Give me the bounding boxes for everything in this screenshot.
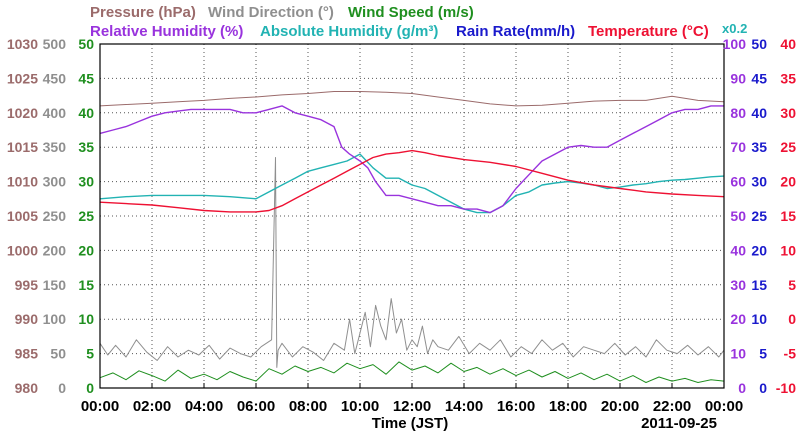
y-tick-label-wind-speed: 25 bbox=[78, 208, 94, 224]
x-axis-label: Time (JST) bbox=[372, 415, 448, 432]
series-wind-direction bbox=[99, 157, 725, 368]
y-tick-label-temperature: -10 bbox=[776, 380, 796, 396]
y-tick-label-humidity: 0 bbox=[738, 380, 746, 396]
y-tick-label-temperature: -5 bbox=[784, 346, 797, 362]
x-tick-label: 18:00 bbox=[549, 398, 587, 415]
y-tick-label-pressure: 1000 bbox=[7, 242, 38, 258]
legend-abs-humidity: Absolute Humidity (g/m³) bbox=[260, 23, 438, 40]
series-abs-humidity bbox=[99, 153, 725, 214]
y-tick-label-pressure: 980 bbox=[15, 380, 39, 396]
y-tick-label-humidity: 80 bbox=[730, 105, 746, 121]
y-tick-label-rain: 40 bbox=[751, 105, 767, 121]
x-tick-label: 00:00 bbox=[81, 398, 119, 415]
y-tick-label-rain: 25 bbox=[751, 208, 767, 224]
x-tick-label: 22:00 bbox=[653, 398, 691, 415]
axes-layer: 00:00 02:00 04:00 06:00 08:00 10:00 12:00 14:00… bbox=[7, 36, 796, 415]
y-tick-label-temperature: 35 bbox=[780, 70, 796, 86]
y-tick-label-rain: 15 bbox=[751, 277, 767, 293]
legend-wind-direction: Wind Direction (°) bbox=[208, 4, 334, 21]
y-tick-label-temperature: 5 bbox=[788, 277, 796, 293]
y-tick-label-rain: 30 bbox=[751, 174, 767, 190]
y-tick-label-rain: 10 bbox=[751, 311, 767, 327]
x-tick-label: 04:00 bbox=[185, 398, 223, 415]
y-tick-label-wind-direction: 100 bbox=[43, 311, 67, 327]
y-tick-label-pressure: 1025 bbox=[7, 70, 38, 86]
legend-pressure: Pressure (hPa) bbox=[90, 4, 196, 21]
y-tick-label-humidity: 30 bbox=[730, 277, 746, 293]
series-temperature bbox=[99, 149, 725, 213]
y-tick-label-wind-direction: 450 bbox=[43, 70, 67, 86]
y-tick-label-temperature: 25 bbox=[780, 139, 796, 155]
legend-humidity: Relative Humidity (%) bbox=[90, 23, 243, 40]
y-tick-label-rain: 0 bbox=[759, 380, 767, 396]
y-tick-label-wind-direction: 0 bbox=[58, 380, 66, 396]
y-tick-label-humidity: 70 bbox=[730, 139, 746, 155]
multiplier-note: x0.2 bbox=[722, 21, 747, 36]
y-tick-label-wind-direction: 350 bbox=[43, 139, 67, 155]
y-tick-label-wind-speed: 35 bbox=[78, 139, 94, 155]
y-tick-label-rain: 5 bbox=[759, 346, 767, 362]
y-tick-label-pressure: 1015 bbox=[7, 139, 38, 155]
plot-grid bbox=[100, 44, 724, 388]
x-tick-label: 02:00 bbox=[133, 398, 171, 415]
x-tick-label: 14:00 bbox=[445, 398, 483, 415]
y-tick-label-wind-direction: 500 bbox=[43, 36, 67, 52]
y-tick-label-temperature: 40 bbox=[780, 36, 796, 52]
legend: Pressure (hPa) Wind Direction (°) Wind S… bbox=[90, 4, 747, 40]
y-tick-label-temperature: 20 bbox=[780, 174, 796, 190]
y-tick-label-pressure: 1010 bbox=[7, 174, 38, 190]
y-tick-label-humidity: 60 bbox=[730, 174, 746, 190]
y-tick-label-temperature: 30 bbox=[780, 105, 796, 121]
x-tick-label: 10:00 bbox=[341, 398, 379, 415]
y-tick-label-pressure: 1005 bbox=[7, 208, 38, 224]
x-tick-label: 12:00 bbox=[393, 398, 431, 415]
x-tick-label: 20:00 bbox=[601, 398, 639, 415]
x-tick-label: 08:00 bbox=[289, 398, 327, 415]
series-pressure bbox=[99, 91, 725, 107]
legend-temperature: Temperature (°C) bbox=[588, 23, 709, 40]
y-tick-label-wind-direction: 50 bbox=[50, 346, 66, 362]
y-tick-label-wind-direction: 400 bbox=[43, 105, 67, 121]
y-tick-label-pressure: 985 bbox=[15, 346, 39, 362]
y-tick-label-pressure: 990 bbox=[15, 311, 39, 327]
x-tick-label: 00:00 bbox=[705, 398, 743, 415]
y-tick-label-rain: 35 bbox=[751, 139, 767, 155]
y-tick-label-wind-direction: 150 bbox=[43, 277, 67, 293]
y-tick-label-humidity: 90 bbox=[730, 70, 746, 86]
x-tick-label: 16:00 bbox=[497, 398, 535, 415]
y-tick-label-wind-speed: 10 bbox=[78, 311, 94, 327]
series-wind-speed bbox=[99, 361, 725, 383]
y-tick-label-wind-speed: 5 bbox=[86, 346, 94, 362]
y-tick-label-wind-speed: 0 bbox=[86, 380, 94, 396]
y-tick-label-temperature: 15 bbox=[780, 208, 796, 224]
x-tick-label: 06:00 bbox=[237, 398, 275, 415]
y-tick-label-humidity: 40 bbox=[730, 242, 746, 258]
y-tick-label-humidity: 50 bbox=[730, 208, 746, 224]
legend-wind-speed: Wind Speed (m/s) bbox=[348, 4, 474, 21]
y-tick-label-wind-speed: 40 bbox=[78, 105, 94, 121]
y-tick-label-pressure: 1030 bbox=[7, 36, 38, 52]
y-tick-label-rain: 45 bbox=[751, 70, 767, 86]
y-tick-label-wind-speed: 50 bbox=[78, 36, 94, 52]
series-humidity bbox=[99, 105, 724, 214]
y-tick-label-wind-speed: 20 bbox=[78, 242, 94, 258]
y-tick-label-humidity: 100 bbox=[723, 36, 747, 52]
y-tick-label-humidity: 20 bbox=[730, 311, 746, 327]
y-tick-label-temperature: 10 bbox=[780, 242, 796, 258]
y-tick-label-wind-speed: 15 bbox=[78, 277, 94, 293]
y-tick-label-wind-speed: 45 bbox=[78, 70, 94, 86]
y-tick-label-rain: 20 bbox=[751, 242, 767, 258]
y-tick-label-wind-direction: 250 bbox=[43, 208, 67, 224]
y-tick-label-pressure: 995 bbox=[15, 277, 39, 293]
y-tick-label-wind-direction: 200 bbox=[43, 242, 67, 258]
y-tick-label-pressure: 1020 bbox=[7, 105, 38, 121]
date-label: 2011-09-25 bbox=[641, 415, 717, 432]
y-tick-label-humidity: 10 bbox=[730, 346, 746, 362]
y-tick-label-wind-direction: 300 bbox=[43, 174, 67, 190]
y-tick-label-wind-speed: 30 bbox=[78, 174, 94, 190]
y-tick-label-rain: 50 bbox=[751, 36, 767, 52]
y-tick-label-temperature: 0 bbox=[788, 311, 796, 327]
legend-rain: Rain Rate(mm/h) bbox=[456, 23, 575, 40]
